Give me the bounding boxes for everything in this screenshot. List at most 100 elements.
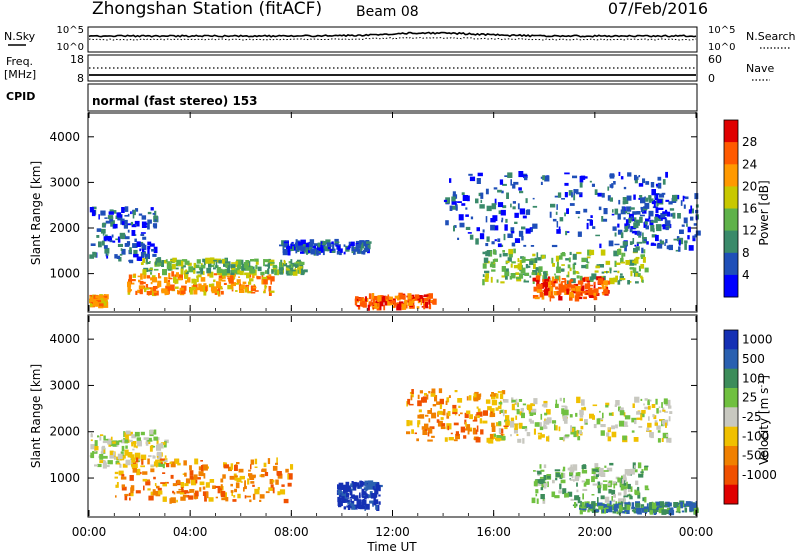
echo-cell bbox=[250, 464, 252, 470]
echo-cell bbox=[270, 262, 275, 264]
echo-cell bbox=[189, 287, 193, 290]
echo-cell bbox=[675, 511, 679, 513]
echo-cell bbox=[193, 278, 197, 285]
echo-cell bbox=[180, 496, 186, 501]
echo-cell bbox=[595, 234, 600, 237]
echo-cell bbox=[524, 428, 528, 432]
echo-cell bbox=[141, 215, 147, 220]
echo-cell bbox=[237, 264, 242, 270]
echo-cell bbox=[602, 285, 605, 290]
echo-cell bbox=[125, 434, 129, 440]
echo-cell bbox=[504, 224, 508, 231]
echo-cell bbox=[497, 405, 502, 410]
echo-cell bbox=[551, 244, 558, 248]
echo-cell bbox=[493, 433, 496, 437]
echo-cell bbox=[121, 445, 125, 452]
echo-cell bbox=[480, 199, 483, 203]
echo-cell bbox=[406, 420, 410, 427]
echo-cell bbox=[130, 487, 134, 494]
echo-cell bbox=[609, 462, 614, 466]
echo-cell bbox=[205, 257, 211, 264]
echo-cell bbox=[491, 392, 494, 396]
echo-cell bbox=[287, 473, 293, 480]
echo-cell bbox=[407, 293, 412, 300]
echo-cell bbox=[564, 182, 569, 186]
echo-cell bbox=[109, 217, 114, 222]
echo-cell bbox=[170, 474, 174, 479]
echo-cell bbox=[223, 282, 227, 285]
echo-cell bbox=[120, 451, 124, 456]
echo-cell bbox=[483, 257, 489, 263]
echo-cell bbox=[101, 446, 106, 453]
velocity-panel-frame bbox=[87, 314, 698, 518]
echo-cell bbox=[286, 265, 291, 268]
echo-cell bbox=[638, 235, 642, 238]
echo-cell bbox=[372, 298, 376, 305]
echo-cell bbox=[195, 287, 201, 291]
echo-cell bbox=[592, 226, 596, 229]
echo-cell bbox=[235, 260, 239, 268]
echo-cell bbox=[254, 458, 258, 465]
echo-cell bbox=[558, 276, 561, 283]
echo-cell bbox=[143, 287, 147, 293]
echo-cell bbox=[571, 192, 573, 198]
echo-cell bbox=[535, 493, 538, 497]
echo-cell bbox=[235, 482, 240, 489]
echo-cell bbox=[505, 218, 508, 223]
echo-cell bbox=[440, 417, 444, 420]
x-tick-label: 12:00 bbox=[375, 525, 410, 539]
echo-cell bbox=[467, 430, 470, 435]
echo-cell bbox=[352, 487, 357, 491]
echo-cell bbox=[466, 195, 470, 202]
echo-cell bbox=[107, 215, 114, 220]
echo-cell bbox=[147, 219, 152, 224]
echo-cell bbox=[620, 278, 626, 281]
echo-cell bbox=[137, 440, 142, 447]
echo-cell bbox=[215, 485, 221, 488]
echo-cell bbox=[135, 208, 139, 212]
echo-cell bbox=[493, 249, 496, 255]
echo-cell bbox=[417, 394, 420, 400]
echo-cell bbox=[121, 207, 125, 213]
echo-cell bbox=[521, 412, 525, 419]
echo-cell bbox=[140, 233, 145, 236]
echo-cell bbox=[657, 430, 661, 433]
echo-cell bbox=[599, 467, 604, 473]
echo-cell bbox=[638, 265, 641, 272]
echo-cell bbox=[202, 286, 205, 293]
echo-cell bbox=[622, 241, 628, 246]
echo-cell bbox=[485, 399, 491, 404]
echo-cell bbox=[282, 251, 288, 253]
echo-cell bbox=[153, 226, 157, 229]
echo-cell bbox=[147, 245, 151, 250]
echo-cell bbox=[566, 284, 572, 288]
echo-cell bbox=[659, 419, 664, 422]
echo-cell bbox=[294, 267, 297, 272]
echo-cell bbox=[613, 508, 618, 512]
echo-cell bbox=[153, 217, 157, 221]
echo-cell bbox=[421, 397, 424, 403]
echo-cell bbox=[346, 497, 350, 499]
echo-cell bbox=[338, 505, 342, 508]
echo-cell bbox=[668, 509, 675, 516]
echo-cell bbox=[631, 509, 635, 512]
echo-cell bbox=[585, 478, 590, 485]
echo-cell bbox=[559, 255, 563, 260]
echo-cell bbox=[542, 175, 545, 181]
echo-cell bbox=[430, 391, 436, 394]
echo-cell bbox=[566, 274, 569, 278]
echo-cell bbox=[365, 503, 370, 510]
echo-cell bbox=[411, 296, 413, 298]
echo-cell bbox=[449, 178, 452, 183]
echo-cell bbox=[692, 502, 697, 508]
echo-cell bbox=[114, 456, 117, 460]
echo-cell bbox=[283, 241, 287, 248]
echo-cell bbox=[656, 243, 663, 249]
echo-cell bbox=[127, 286, 131, 293]
echo-cell bbox=[452, 191, 456, 197]
echo-cell bbox=[268, 487, 274, 491]
colorbar-tick-label: -500 bbox=[742, 449, 769, 463]
echo-cell bbox=[530, 403, 535, 407]
echo-cell bbox=[148, 455, 152, 458]
echo-cell bbox=[595, 265, 600, 269]
